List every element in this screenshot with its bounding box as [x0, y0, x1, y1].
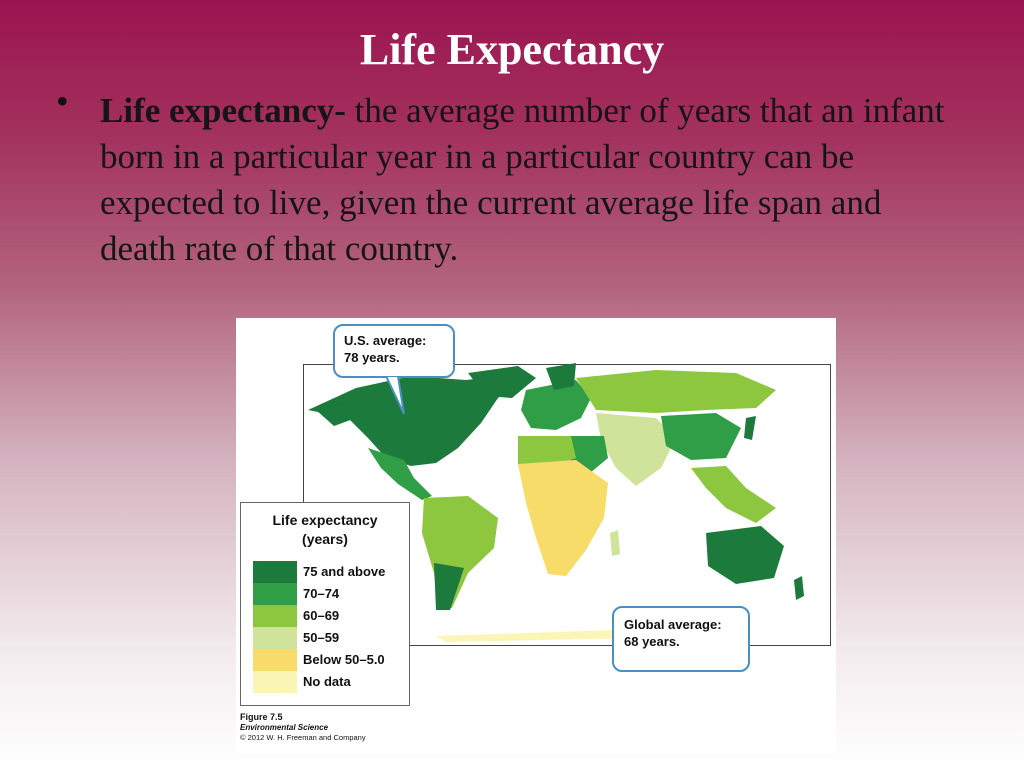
us-callout-pointer	[386, 376, 405, 415]
legend-item: 70–74	[253, 583, 403, 605]
legend-label: 75 and above	[303, 564, 386, 579]
definition-text: Life expectancy- the average number of y…	[100, 88, 960, 272]
caption-book-title: Environmental Science	[240, 723, 329, 732]
map-japan	[744, 416, 756, 440]
map-china	[661, 413, 741, 460]
map-russia	[576, 370, 776, 413]
legend-item: No data	[253, 671, 403, 693]
legend-label: 50–59	[303, 630, 340, 645]
us-average-label: U.S. average:	[344, 333, 427, 348]
life-expectancy-map-figure: U.S. average: 78 years. Global average: …	[236, 318, 836, 754]
legend-title: Life expectancy (years)	[241, 511, 409, 549]
global-average-value: 68 years.	[624, 634, 680, 649]
global-average-label: Global average:	[624, 617, 722, 632]
map-scandinavia	[546, 363, 576, 390]
map-asia-south	[596, 413, 676, 486]
legend-label: No data	[303, 674, 351, 689]
legend-item: 60–69	[253, 605, 403, 627]
legend-swatch	[253, 605, 297, 627]
legend-label: 60–69	[303, 608, 340, 623]
map-australia	[706, 526, 784, 584]
map-southeast-asia	[691, 466, 776, 523]
legend-swatch	[253, 649, 297, 671]
legend-swatch	[253, 583, 297, 605]
bullet-dot: •	[56, 81, 69, 121]
map-africa	[518, 460, 608, 576]
map-north-america	[308, 373, 526, 466]
legend-swatch	[253, 671, 297, 693]
legend-swatch	[253, 627, 297, 649]
caption-copyright: © 2012 W. H. Freeman and Company	[240, 733, 366, 742]
map-new-zealand	[794, 576, 804, 600]
map-south-america	[422, 496, 498, 608]
legend-label: Below 50–5.0	[303, 652, 385, 667]
legend-title-line2: (years)	[302, 531, 348, 547]
slide-title: Life Expectancy	[359, 25, 665, 74]
map-mexico	[368, 448, 432, 500]
legend-title-line1: Life expectancy	[272, 512, 378, 528]
legend-item: 50–59	[253, 627, 403, 649]
map-legend: Life expectancy (years) 75 and above 70–…	[240, 502, 410, 706]
map-south-america-south	[434, 563, 464, 610]
map-north-africa	[518, 436, 576, 468]
world-map	[308, 363, 804, 642]
figure-caption: Figure 7.5 Environmental Science © 2012 …	[240, 712, 366, 743]
map-europe	[521, 380, 591, 430]
legend-item: Below 50–5.0	[253, 649, 403, 671]
map-greenland	[468, 366, 536, 398]
us-average-value: 78 years.	[344, 350, 400, 365]
definition-term: Life expectancy-	[100, 91, 346, 130]
map-madagascar	[610, 530, 620, 556]
legend-item: 75 and above	[253, 561, 403, 583]
definition-body: the average number of years that an infa…	[100, 91, 945, 268]
legend-label: 70–74	[303, 586, 340, 601]
map-alaska	[316, 402, 356, 426]
us-average-callout: U.S. average: 78 years.	[333, 324, 455, 378]
legend-swatch	[253, 561, 297, 583]
caption-figure-number: Figure 7.5	[240, 712, 283, 722]
global-average-callout: Global average: 68 years.	[612, 606, 750, 672]
